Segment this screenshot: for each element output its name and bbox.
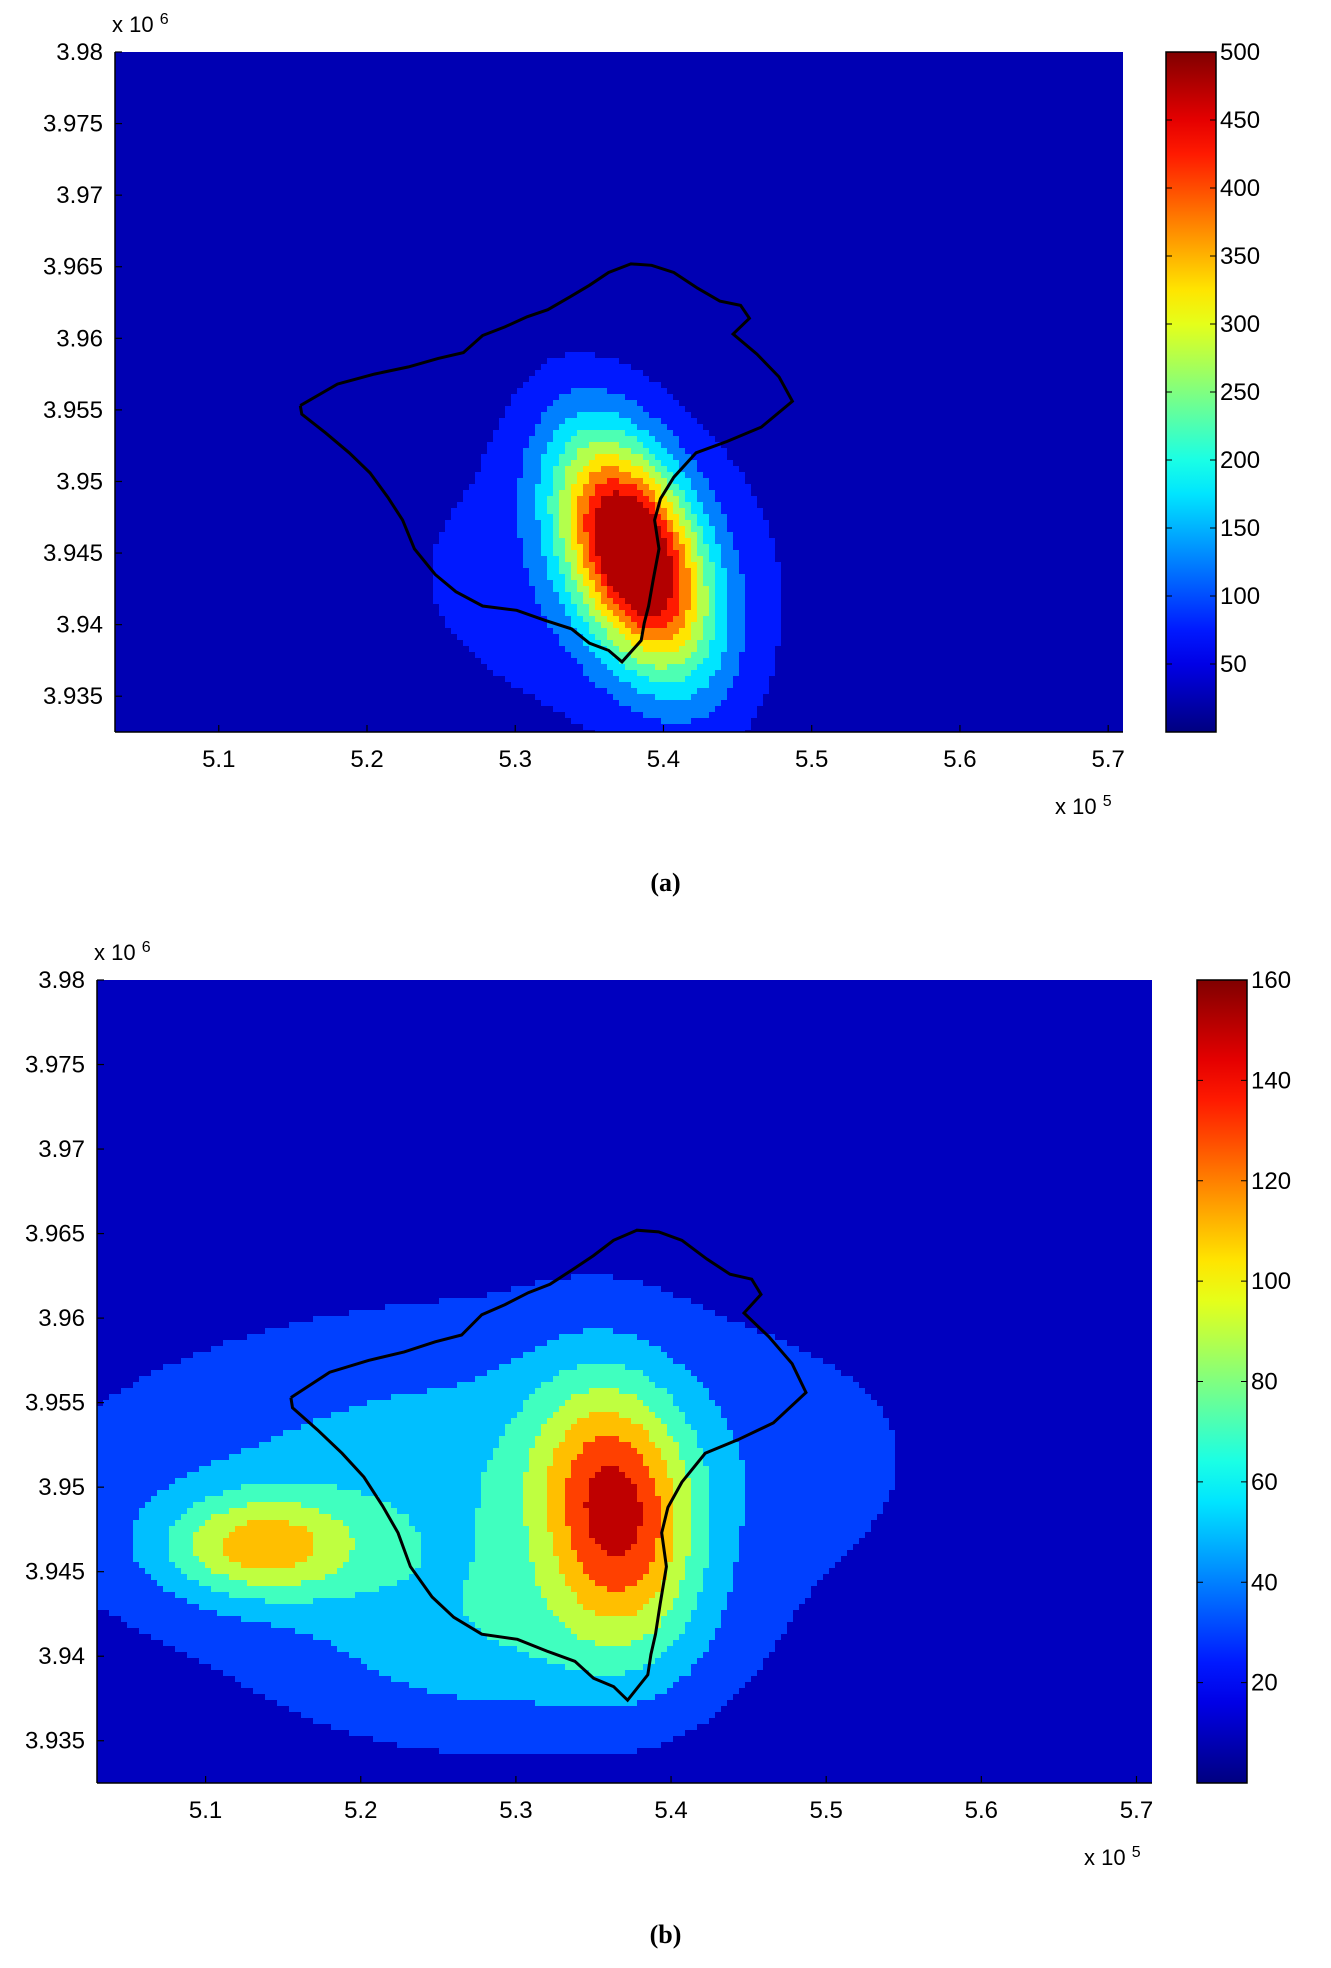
y-tick-label-b: 3.935 bbox=[25, 1728, 85, 1755]
x-tick-label-a: 5.4 bbox=[647, 746, 680, 773]
y-tick-label-a: 3.96 bbox=[56, 325, 103, 352]
colorbar-tick-label-a: 300 bbox=[1220, 311, 1260, 338]
colorbar-tick-label-b: 20 bbox=[1251, 1670, 1278, 1697]
x-tick-label-a: 5.2 bbox=[350, 746, 383, 773]
figure-b: 3.935 3.94 3.945 3.95 3.955 3.96 3.965 3.97 3.97… bbox=[0, 920, 1331, 1960]
contour-field-b bbox=[97, 980, 1152, 1783]
y-tick-label-a: 3.935 bbox=[43, 683, 103, 710]
y-tick-label-a: 3.94 bbox=[56, 612, 103, 639]
caption-a: (a) bbox=[0, 868, 1331, 898]
colorbar-tick-label-b: 160 bbox=[1251, 967, 1291, 994]
x-tick-label-b: 5.5 bbox=[810, 1797, 843, 1824]
x-tick-label-b: 5.1 bbox=[189, 1797, 222, 1824]
x-tick-label-b: 5.2 bbox=[344, 1797, 377, 1824]
y-tick-label-a: 3.97 bbox=[56, 182, 103, 209]
y-tick-label-a: 3.965 bbox=[43, 254, 103, 281]
x-multiplier-a: x 10 5 bbox=[1055, 793, 1112, 819]
colorbar-tick-label-a: 450 bbox=[1220, 107, 1260, 134]
figure-a: 3.935 3.94 3.945 3.95 3.955 3.96 3.965 3.97 3.97… bbox=[0, 0, 1331, 900]
y-tick-label-b: 3.95 bbox=[38, 1474, 85, 1501]
y-tick-label-b: 3.965 bbox=[25, 1221, 85, 1248]
y-tick-label-a: 3.955 bbox=[43, 397, 103, 424]
coastline-b bbox=[289, 1228, 808, 1703]
x-tick-label-b: 5.6 bbox=[965, 1797, 998, 1824]
x-tick-label-a: 5.1 bbox=[202, 746, 235, 773]
colorbar-tick-label-a: 500 bbox=[1220, 39, 1260, 66]
y-tick-label-a: 3.945 bbox=[43, 540, 103, 567]
colorbar-tick-label-a: 350 bbox=[1220, 243, 1260, 270]
x-multiplier-b: x 10 5 bbox=[1084, 1844, 1141, 1870]
y-multiplier-a: x 10 6 bbox=[112, 11, 169, 37]
y-multiplier-b: x 10 6 bbox=[94, 939, 151, 965]
y-tick-label-a: 3.95 bbox=[56, 468, 103, 495]
y-tick-label-b: 3.94 bbox=[38, 1643, 85, 1670]
colorbar-tick-label-b: 80 bbox=[1251, 1369, 1278, 1396]
x-tick-label-b: 5.4 bbox=[654, 1797, 687, 1824]
x-tick-label-a: 5.7 bbox=[1091, 746, 1124, 773]
x-tick-label-b: 5.3 bbox=[499, 1797, 532, 1824]
colorbar-tick-label-b: 120 bbox=[1251, 1168, 1291, 1195]
colorbar-tick-label-a: 50 bbox=[1220, 651, 1247, 678]
colorbar-a bbox=[1165, 51, 1217, 733]
colorbar-tick-label-b: 100 bbox=[1251, 1268, 1291, 1295]
colorbar-tick-label-b: 60 bbox=[1251, 1469, 1278, 1496]
chart-a: 3.935 3.94 3.945 3.95 3.955 3.96 3.965 3.97 3.97… bbox=[43, 11, 1260, 819]
colorbar-tick-label-b: 40 bbox=[1251, 1569, 1278, 1596]
y-tick-label-b: 3.945 bbox=[25, 1559, 85, 1586]
colorbar-tick-label-b: 140 bbox=[1251, 1067, 1291, 1094]
x-tick-label-a: 5.3 bbox=[499, 746, 532, 773]
y-tick-label-b: 3.96 bbox=[38, 1305, 85, 1332]
x-tick-label-b: 5.7 bbox=[1120, 1797, 1153, 1824]
colorbar-tick-label-a: 150 bbox=[1220, 515, 1260, 542]
colorbar-tick-label-a: 100 bbox=[1220, 583, 1260, 610]
contour-field-a bbox=[115, 52, 1123, 732]
y-tick-label-a: 3.98 bbox=[56, 39, 103, 66]
coastline-a bbox=[298, 262, 795, 664]
x-tick-label-a: 5.6 bbox=[943, 746, 976, 773]
x-tick-label-a: 5.5 bbox=[795, 746, 828, 773]
y-tick-label-a: 3.975 bbox=[43, 111, 103, 138]
y-tick-label-b: 3.975 bbox=[25, 1052, 85, 1079]
y-tick-label-b: 3.97 bbox=[38, 1136, 85, 1163]
chart-b: 3.935 3.94 3.945 3.95 3.955 3.96 3.965 3.97 3.97… bbox=[25, 939, 1291, 1870]
colorbar-tick-label-a: 200 bbox=[1220, 447, 1260, 474]
colorbar-b bbox=[1196, 979, 1248, 1784]
colorbar-tick-label-a: 400 bbox=[1220, 175, 1260, 202]
y-tick-label-b: 3.955 bbox=[25, 1390, 85, 1417]
colorbar-tick-label-a: 250 bbox=[1220, 379, 1260, 406]
y-tick-label-b: 3.98 bbox=[38, 967, 85, 994]
caption-b: (b) bbox=[0, 1920, 1331, 1950]
